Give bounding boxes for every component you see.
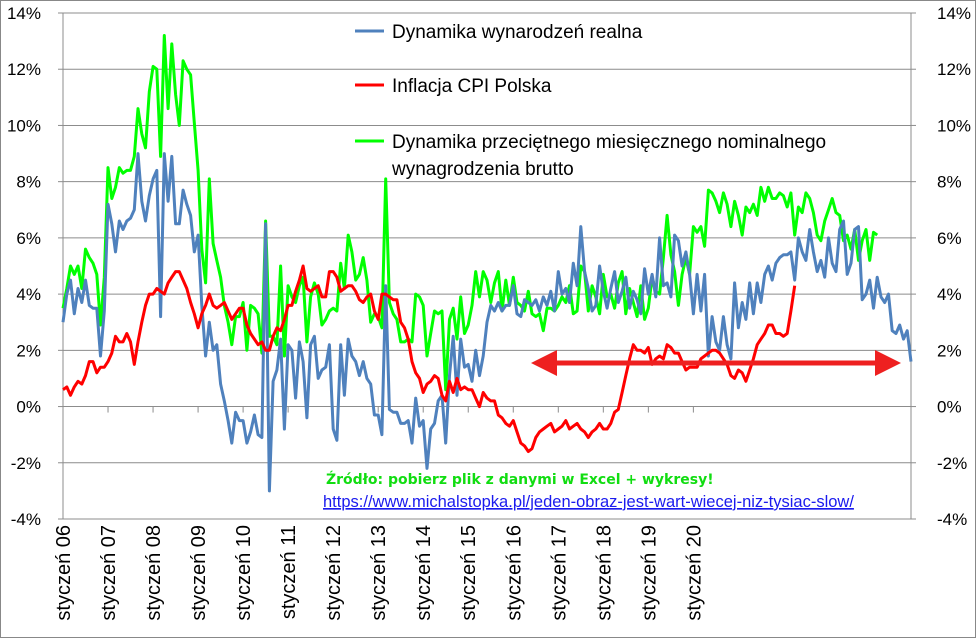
legend-label-wage-nominal: Dynamika przeciętnego miesięcznego nomin… (391, 132, 826, 180)
y-tick-label-right: 12% (937, 60, 971, 79)
x-tick-label: styczeń 10 (233, 525, 255, 621)
legend-label-wage-real: Dynamika wynarodzeń realna (392, 22, 643, 43)
y-tick-label-left: 10% (7, 116, 41, 135)
y-tick-label-right: 6% (937, 229, 962, 248)
x-tick-label: styczeń 12 (323, 525, 345, 621)
annotation-double-arrow (531, 350, 901, 376)
x-tick-label: styczeń 18 (593, 525, 615, 621)
y-tick-label-left: 0% (16, 398, 41, 417)
y-tick-label-right: 2% (937, 341, 962, 360)
y-tick-label-left: 2% (16, 341, 41, 360)
series-lines (61, 34, 913, 493)
y-tick-label-left: 12% (7, 60, 41, 79)
y-tick-label-right: 10% (937, 116, 971, 135)
y-tick-label-right: -2% (937, 454, 967, 473)
series-line-wage-nominal (61, 34, 879, 392)
x-tick-label: styczeń 15 (458, 525, 480, 621)
y-tick-label-right: 0% (937, 398, 962, 417)
y-tick-label-right: 8% (937, 173, 962, 192)
x-tick-label: styczeń 07 (98, 525, 120, 621)
arrow-head-right (875, 350, 901, 376)
y-axis-left: -4% -2% 0% 2% 4% 6% 8% 10% 12% 14% (7, 4, 41, 529)
x-tick-label: styczeń 17 (548, 525, 570, 621)
legend-label-cpi: Inflacja CPI Polska (392, 76, 552, 97)
x-tick-label: styczeń 19 (638, 525, 660, 621)
source-link[interactable]: https://www.michalstopka.pl/jeden-obraz-… (323, 493, 854, 511)
gridlines (58, 12, 916, 520)
x-tick-label: styczeń 06 (53, 525, 75, 621)
x-tick-label: styczeń 20 (683, 525, 705, 621)
series-line-cpi (62, 264, 797, 453)
x-tick-label: styczeń 16 (503, 525, 525, 621)
y-tick-label-right: 14% (937, 4, 971, 23)
x-tick-label: styczeń 11 (278, 525, 300, 619)
y-tick-label-left: 8% (16, 173, 41, 192)
legend: Dynamika wynarodzeń realna Inflacja CPI … (355, 22, 826, 180)
x-tick-label: styczeń 13 (368, 525, 390, 621)
y-tick-label-right: -4% (937, 510, 967, 529)
y-axis-right: -4% -2% 0% 2% 4% 6% 8% 10% 12% 14% (937, 4, 971, 529)
y-tick-label-left: -4% (11, 510, 41, 529)
y-tick-label-right: 4% (937, 285, 962, 304)
x-tick-label: styczeń 14 (413, 525, 435, 621)
x-tick-label: styczeń 08 (143, 525, 165, 621)
y-tick-label-left: 14% (7, 4, 41, 23)
x-axis: styczeń 06 styczeń 07 styczeń 08 styczeń 09… (53, 406, 705, 621)
source-text: Źródło: pobierz plik z danymi w Excel + … (326, 470, 714, 488)
arrow-head-left (531, 350, 557, 376)
y-tick-label-left: 4% (16, 285, 41, 304)
x-tick-label: styczeń 09 (188, 525, 210, 621)
y-tick-label-left: 6% (16, 229, 41, 248)
y-tick-label-left: -2% (11, 454, 41, 473)
series-line-wage-real (61, 152, 913, 493)
